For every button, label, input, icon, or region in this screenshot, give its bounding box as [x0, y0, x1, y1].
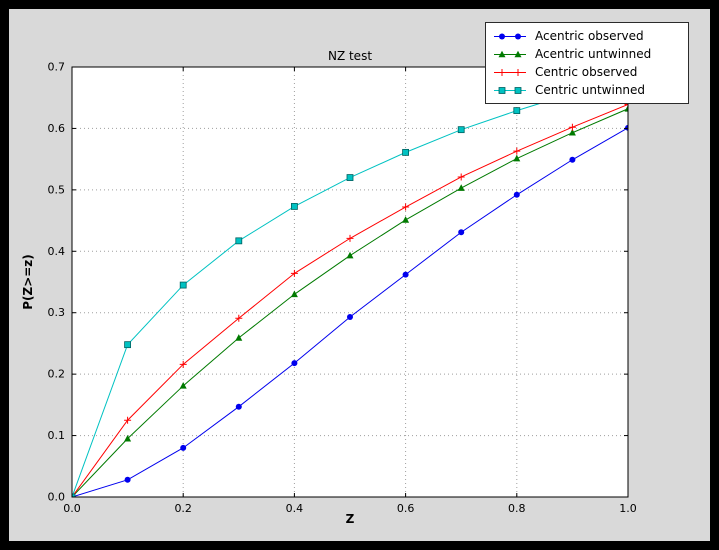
plus-marker — [457, 173, 465, 181]
square-marker — [72, 493, 76, 497]
triangle-marker — [498, 50, 506, 57]
plus-marker — [514, 68, 522, 76]
y-tick-label: 0.6 — [48, 122, 66, 135]
x-tick-label: 0.2 — [174, 502, 192, 515]
y-tick-label: 0.5 — [48, 183, 66, 196]
legend-label: Acentric observed — [535, 29, 644, 43]
x-tick-label: 0.4 — [286, 502, 304, 515]
plus-marker — [179, 360, 187, 368]
triangle-marker — [457, 184, 465, 191]
triangle-marker — [568, 128, 576, 136]
square-marker — [457, 126, 465, 134]
y-tick-label: 0.2 — [48, 368, 66, 381]
axes-border — [71, 66, 629, 498]
legend-sample-line — [494, 33, 526, 39]
y-tick-label: 0.7 — [48, 61, 66, 74]
square-marker — [235, 237, 243, 245]
y-tick-label: 0.1 — [48, 429, 66, 442]
circle-marker — [347, 314, 353, 321]
plus-marker — [568, 123, 576, 131]
triangle-marker — [346, 251, 354, 259]
triangle-marker — [290, 290, 298, 298]
square-marker — [514, 86, 522, 94]
y-tick-label: 0.0 — [48, 491, 66, 504]
y-axis-label: P(Z>=z) — [21, 254, 35, 310]
y-tick-label: 0.4 — [48, 245, 66, 258]
plus-marker — [346, 234, 354, 242]
circle-marker — [499, 33, 505, 39]
circle-marker — [569, 156, 576, 163]
circle-marker — [513, 191, 520, 198]
circle-marker — [235, 403, 242, 410]
plot-area — [72, 67, 628, 497]
legend-item: Acentric observed — [492, 27, 682, 45]
plus-marker — [235, 314, 243, 322]
square-marker — [124, 341, 131, 349]
x-tick-label: 1.0 — [619, 502, 637, 515]
x-axis-label: Z — [346, 512, 355, 526]
legend-item: Centric untwinned — [492, 81, 682, 99]
triangle-marker — [235, 334, 243, 341]
circle-marker — [124, 476, 131, 483]
legend-label: Centric observed — [535, 65, 638, 79]
y-tick-label: 0.3 — [48, 306, 66, 319]
triangle-marker — [124, 434, 132, 442]
square-marker — [513, 107, 521, 115]
legend-item: Acentric untwinned — [492, 45, 682, 63]
square-marker — [346, 174, 354, 181]
x-tick-label: 0.0 — [63, 502, 81, 515]
legend-label: Acentric untwinned — [535, 47, 652, 61]
plus-marker — [124, 416, 132, 424]
plus-marker — [513, 147, 521, 155]
plus-marker — [498, 68, 506, 76]
tick-labels: 0.0 0.2 0.4 0.6 0.8 1.0 0.0 0.1 0.2 0.3 0.4 0.5 0.6 0… — [48, 61, 637, 516]
triangle-marker — [513, 154, 521, 162]
legend-sample-line — [494, 50, 526, 57]
legend-box: Acentric observed Acentric untwinned Centr… — [485, 22, 689, 104]
plus-marker — [624, 100, 628, 108]
circle-marker — [180, 444, 187, 451]
x-tick-label: 0.8 — [508, 502, 526, 515]
square-marker — [402, 148, 410, 156]
x-tick-label: 0.6 — [397, 502, 415, 515]
triangle-marker — [402, 216, 410, 223]
triangle-marker — [514, 50, 522, 57]
circle-marker — [291, 360, 298, 367]
circle-marker — [458, 229, 465, 236]
square-marker — [290, 203, 298, 210]
circle-marker — [625, 124, 628, 131]
triangle-marker — [179, 382, 187, 389]
legend-item: Centric observed — [492, 63, 682, 81]
legend-label: Centric untwinned — [535, 83, 646, 97]
circle-marker — [402, 271, 409, 278]
legend-sample-line — [494, 68, 526, 76]
plus-marker — [402, 203, 410, 211]
legend-sample-line — [494, 86, 526, 94]
chart-title: NZ test — [328, 49, 372, 63]
plus-marker — [290, 269, 298, 277]
circle-marker — [515, 33, 521, 39]
square-marker — [498, 86, 506, 94]
triangle-marker — [624, 104, 628, 112]
square-marker — [179, 281, 187, 289]
